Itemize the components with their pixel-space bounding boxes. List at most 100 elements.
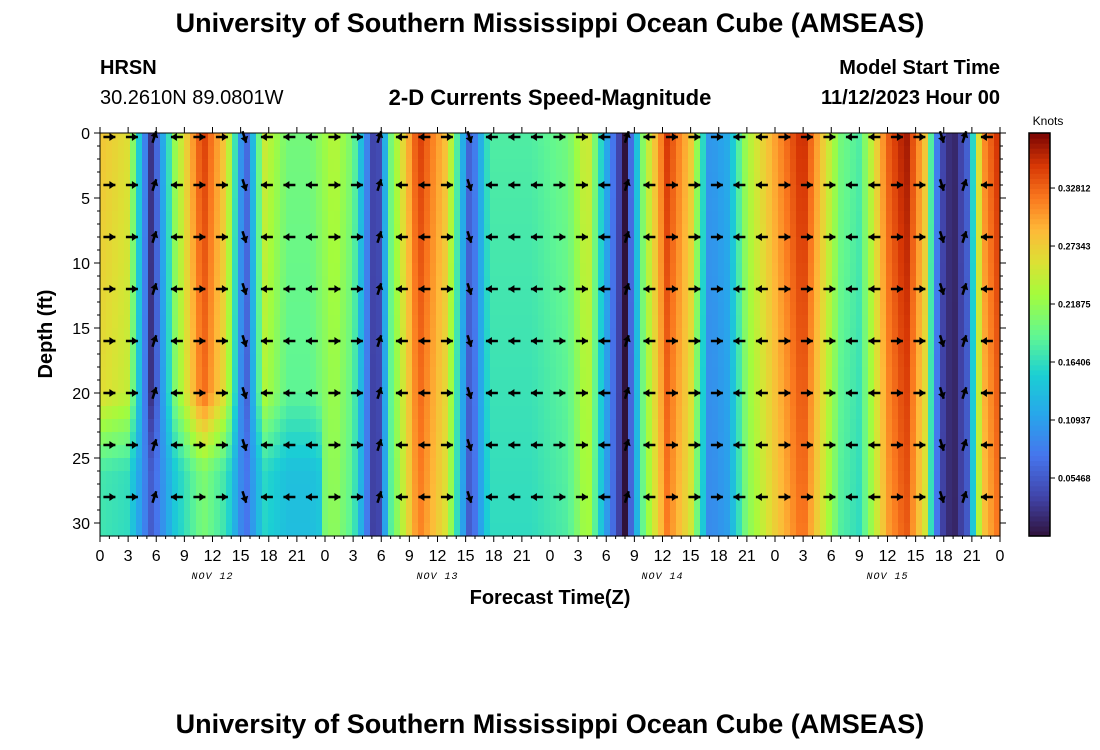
current-arrow	[125, 233, 138, 241]
heatmap-cell	[370, 484, 377, 498]
heatmap-cell	[946, 172, 953, 186]
heatmap-cell	[508, 263, 515, 277]
heatmap-cell	[250, 367, 257, 381]
heatmap-cell	[766, 393, 773, 407]
heatmap-cell	[802, 172, 809, 186]
heatmap-cell	[484, 419, 491, 433]
heatmap-cell	[286, 341, 293, 355]
heatmap-cell	[520, 250, 527, 264]
heatmap-cell	[976, 146, 983, 160]
current-arrow	[508, 133, 521, 141]
heatmap-cell	[796, 315, 803, 329]
heatmap-cell	[796, 198, 803, 212]
heatmap-cell	[214, 146, 221, 160]
heatmap-cell	[244, 380, 251, 394]
heatmap-cell	[844, 159, 851, 173]
heatmap-cell	[478, 263, 485, 277]
heatmap-cell	[514, 146, 521, 160]
heatmap-cell	[226, 133, 233, 147]
heatmap-cell	[502, 224, 509, 238]
heatmap-cell	[766, 159, 773, 173]
heatmap-cell	[580, 523, 587, 537]
heatmap-cell	[334, 328, 341, 342]
heatmap-cell	[496, 133, 503, 147]
heatmap-cell	[610, 237, 617, 251]
heatmap-cell	[814, 406, 821, 420]
heatmap-cell	[928, 458, 935, 472]
heatmap-cell	[208, 276, 215, 290]
heatmap-cell	[112, 159, 119, 173]
heatmap-cell	[568, 159, 575, 173]
heatmap-cell	[952, 471, 959, 485]
heatmap-cell	[766, 354, 773, 368]
heatmap-cell	[562, 419, 569, 433]
heatmap-cell	[640, 250, 647, 264]
heatmap-cell	[358, 211, 365, 225]
heatmap-cell	[826, 185, 833, 199]
heatmap-cell	[580, 315, 587, 329]
heatmap-cell	[592, 237, 599, 251]
heatmap-cell	[880, 328, 887, 342]
heatmap-cell	[664, 458, 671, 472]
heatmap-cell	[952, 211, 959, 225]
heatmap-cell	[430, 458, 437, 472]
heatmap-cell	[106, 289, 113, 303]
heatmap-cell	[286, 523, 293, 537]
heatmap-cell	[172, 471, 179, 485]
heatmap-cell	[802, 315, 809, 329]
heatmap-cell	[106, 432, 113, 446]
heatmap-cell	[364, 510, 371, 524]
heatmap-cell	[136, 289, 143, 303]
heatmap-cell	[616, 211, 623, 225]
heatmap-cell	[490, 497, 497, 511]
heatmap-cell	[214, 380, 221, 394]
heatmap-cell	[496, 419, 503, 433]
heatmap-cell	[448, 458, 455, 472]
heatmap-cell	[628, 185, 635, 199]
heatmap-cell	[244, 497, 251, 511]
heatmap-cell	[112, 445, 119, 459]
heatmap-cell	[820, 380, 827, 394]
heatmap-cell	[826, 458, 833, 472]
heatmap-cell	[766, 315, 773, 329]
heatmap-cell	[592, 471, 599, 485]
heatmap-cell	[124, 211, 131, 225]
current-arrow	[125, 133, 138, 141]
heatmap-cell	[988, 159, 995, 173]
heatmap-cell	[544, 380, 551, 394]
heatmap-cell	[844, 146, 851, 160]
heatmap-cell	[922, 367, 929, 381]
heatmap-cell	[424, 159, 431, 173]
heatmap-cell	[790, 458, 797, 472]
heatmap-cell	[136, 393, 143, 407]
heatmap-cell	[820, 341, 827, 355]
heatmap-cell	[826, 315, 833, 329]
heatmap-cell	[610, 367, 617, 381]
heatmap-cell	[886, 302, 893, 316]
heatmap-cell	[628, 237, 635, 251]
heatmap-cell	[814, 250, 821, 264]
heatmap-cell	[886, 328, 893, 342]
heatmap-cell	[508, 510, 515, 524]
heatmap-cell	[658, 211, 665, 225]
current-arrow-head	[109, 133, 116, 141]
heatmap-cell	[238, 510, 245, 524]
current-arrow-head	[240, 135, 249, 143]
heatmap-cell	[118, 445, 125, 459]
heatmap-cell	[742, 328, 749, 342]
heatmap-cell	[664, 237, 671, 251]
heatmap-cell	[880, 458, 887, 472]
heatmap-cell	[208, 237, 215, 251]
heatmap-cell	[424, 185, 431, 199]
heatmap-cell	[190, 276, 197, 290]
heatmap-cell	[556, 133, 563, 147]
heatmap-cell	[370, 510, 377, 524]
heatmap-cell	[394, 159, 401, 173]
heatmap-cell	[796, 484, 803, 498]
current-arrow	[440, 133, 453, 141]
heatmap-cell	[250, 393, 257, 407]
heatmap-cell	[160, 406, 167, 420]
heatmap-cell	[658, 198, 665, 212]
heatmap-cell	[142, 406, 149, 420]
heatmap-cell	[526, 263, 533, 277]
